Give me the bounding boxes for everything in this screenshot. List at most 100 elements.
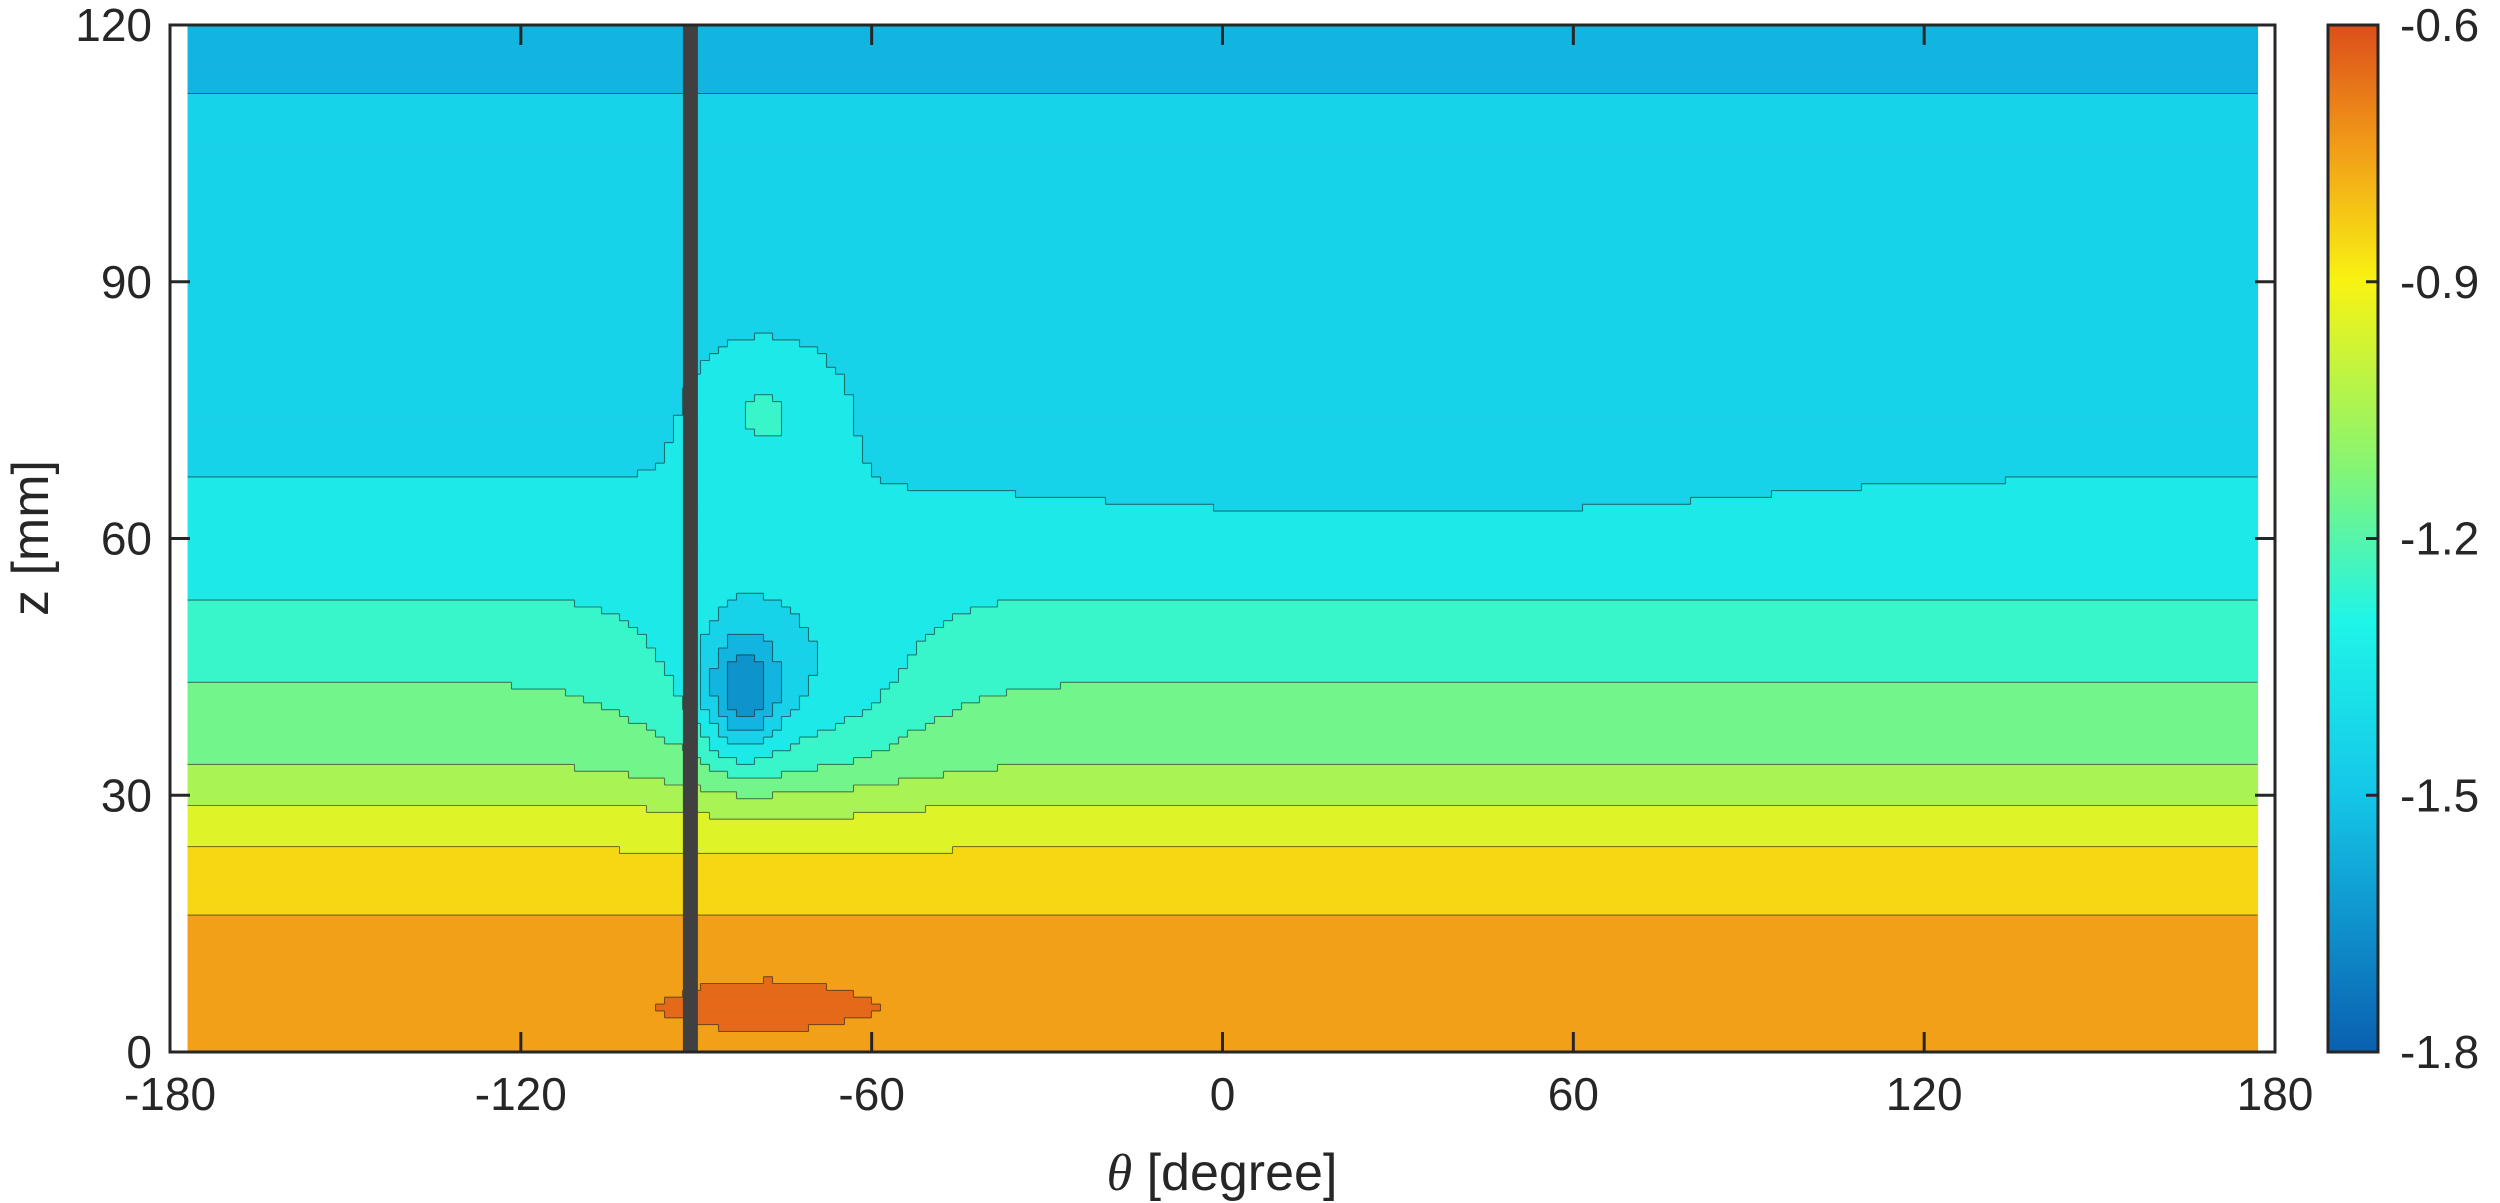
contour-cell [187,771,630,779]
contour-cell [187,230,2259,238]
contour-cell [187,271,2259,279]
contour-cell [187,791,738,800]
contour-cell [718,346,819,355]
contour-cell [853,415,2259,423]
contour-cell [853,990,2259,998]
contour-cell [925,634,2259,642]
x-axis: -180 -120 -60 0 60 120 180 [124,25,2313,1120]
contour-cell [745,408,783,416]
contour-cell [187,695,585,704]
contour-cell [691,1017,846,1026]
contour-cell [943,771,2259,779]
contour-cell [187,1004,657,1012]
contour-cell [772,333,2259,341]
contour-cell [187,168,2259,177]
contour-cell [718,709,738,718]
contour-cell [691,709,711,718]
contour-cell [754,428,783,437]
contour-cell [763,661,783,670]
contour-cell [187,161,2259,170]
contour-cell [952,613,2259,622]
contour-cell [574,600,729,608]
contour-cell [700,689,711,697]
contour-cell [727,634,765,642]
contour-cell [565,689,675,697]
contour-cell [700,661,720,670]
contour-cell [628,620,711,629]
contour-cell [727,695,765,704]
contour-cell [187,175,2259,184]
contour-cell [727,689,765,697]
contour-cell [187,52,2259,60]
contour-cell [1771,490,2259,499]
contour-cell [862,449,2259,457]
contour-cell [673,415,747,423]
contour-cell [754,654,774,663]
contour-cell [709,812,855,820]
x-tick-label: 120 [1886,1068,1963,1120]
contour-cell [2005,476,2259,485]
contour-cell [808,675,900,683]
contour-cell [871,470,2259,478]
contour-cell [187,654,657,663]
contour-cell [187,839,2259,848]
contour-cell [718,702,729,711]
contour-cell [763,976,774,985]
y-axis-title: z [mm] [2,460,60,616]
contour-cell [187,401,684,410]
contour-cell [700,668,711,677]
contour-cell [835,723,927,731]
contour-cell [844,1017,2259,1026]
contour-cell [187,1017,693,1026]
x-tick-label: -120 [475,1068,567,1120]
contour-cell [817,764,999,772]
contour-cell [907,661,2259,670]
contour-cell [187,339,729,348]
contour-cell [871,997,2259,1005]
contour-cell [187,901,2259,909]
contour-cell [835,367,2259,375]
contour-cell [871,1010,2259,1019]
x-axis-title-unit: [degree] [1132,1144,1337,1202]
contour-cell [187,244,2259,252]
contour-cell [808,634,927,642]
contour-cell [187,326,2259,334]
contour-cell [664,449,864,457]
contour-cell [187,59,2259,67]
contour-cell [655,648,702,656]
contour-cell [700,784,855,793]
contour-cell [187,141,2259,149]
contour-cell [817,668,900,677]
contour-cell [898,668,2259,677]
contour-cell [772,791,2259,800]
colorbar-tick-label: -1.5 [2400,769,2479,821]
contour-cell [682,408,747,416]
contour-cell [187,709,621,718]
contour-cell [187,737,666,745]
colorbar-tick-label: -1.2 [2400,513,2479,565]
contour-cell [871,463,2259,471]
contour-cell [682,990,855,998]
contour-cell [655,1004,882,1012]
contour-cell [718,613,801,622]
contour-cell [736,654,756,663]
contour-cell [655,463,873,471]
contour-cell [187,189,2259,197]
contour-cell [700,641,729,649]
contour-cell [187,613,621,622]
contour-cell [763,689,783,697]
contour-cell [772,750,873,759]
contour-cell [187,511,2259,519]
contour-cell [187,586,2259,594]
contour-cell [745,422,783,430]
contour-cell [187,250,2259,259]
y-tick-label: 120 [75,0,152,51]
contour-cell [862,456,2259,464]
contour-cell [187,531,2259,540]
contour-cell [187,962,2259,971]
contour-cell [187,579,2259,588]
contour-cell [187,470,639,478]
contour-cell [187,155,2259,163]
contour-cell [187,832,2259,841]
contour-cell [673,428,756,437]
